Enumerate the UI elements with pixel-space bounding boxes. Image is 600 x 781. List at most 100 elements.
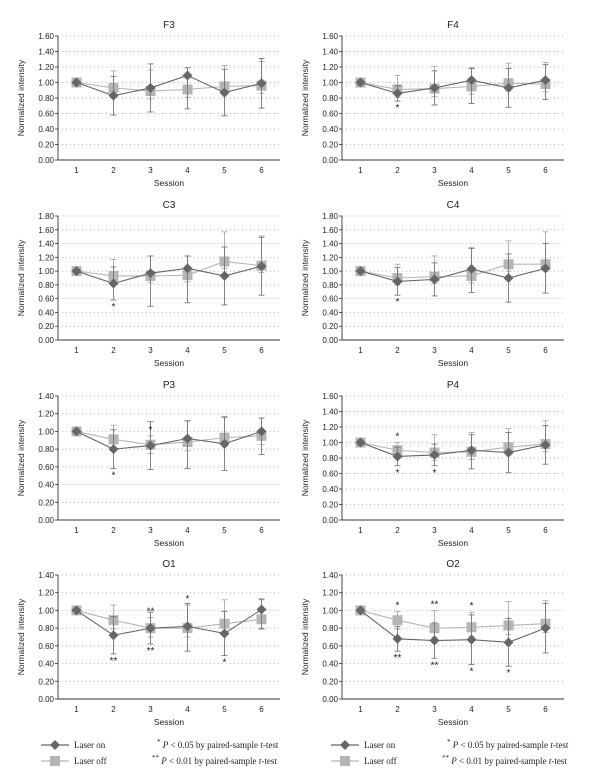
laser-on-point — [108, 278, 119, 289]
sig2-p: P — [451, 756, 457, 766]
y-tick-label: 1.40 — [322, 240, 338, 249]
laser-on-point — [355, 266, 366, 277]
laser-on-point — [392, 633, 403, 644]
laser-on-point — [429, 635, 440, 646]
sig2-mid: < 0.01 by paired-sample — [166, 756, 259, 766]
significance-marker: ** — [394, 653, 402, 664]
y-tick-label: 0.40 — [38, 481, 54, 490]
y-tick-label: 0.40 — [38, 308, 54, 317]
laser-on-point — [108, 630, 119, 641]
significance-marker: * — [396, 103, 400, 114]
y-tick-label: 0.80 — [38, 281, 54, 290]
laser-on-point — [219, 270, 230, 281]
x-tick-label: 4 — [185, 705, 190, 714]
y-tick-label: 0.20 — [322, 677, 338, 686]
panel-f4: F4 0.00 0.20 0.40 0.60 0.80 1.00 1.20 1.40 1.60 1 2… — [300, 20, 564, 188]
panel-title: F4 — [447, 20, 459, 31]
x-tick-label: 5 — [506, 705, 511, 714]
y-tick-label: 0.60 — [38, 642, 54, 651]
panel-f3: F3 0.00 0.20 0.40 0.60 0.80 1.00 1.20 1.40 1.60 1 2… — [16, 20, 280, 188]
y-tick-label: 1.20 — [322, 589, 338, 598]
y-axis-label: Normalized intensity — [16, 419, 26, 496]
y-tick-label: 0.80 — [38, 94, 54, 103]
x-axis-label: Session — [438, 358, 469, 368]
sig2-p: P — [161, 756, 167, 766]
x-tick-label: 1 — [74, 705, 79, 714]
y-tick-label: 1.00 — [38, 427, 54, 436]
panel-c4: C4 0.00 0.20 0.40 0.60 0.80 1.00 1.20 1.40 1.60 1.… — [300, 200, 564, 368]
y-tick-label: 0.80 — [322, 281, 338, 290]
laser-on-point — [466, 634, 477, 645]
significance-marker: * — [396, 468, 400, 479]
x-tick-label: 3 — [432, 166, 437, 175]
y-tick-label: 0.00 — [38, 516, 54, 525]
laser-on-point — [256, 426, 267, 437]
laser-on-point — [71, 605, 82, 616]
laser-on-point — [145, 623, 156, 634]
legend-sig-001: ** P < 0.01 by paired-sample t-test — [152, 754, 277, 766]
y-tick-label: 1.00 — [322, 439, 338, 448]
sig2-marks: ** — [152, 754, 159, 762]
y-tick-label: 1.00 — [322, 606, 338, 615]
laser-on-line — [76, 609, 262, 636]
laser-on-point — [71, 426, 82, 437]
laser-on-line — [76, 74, 262, 97]
y-tick-label: 1.40 — [322, 571, 338, 580]
x-tick-label: 3 — [432, 526, 437, 535]
laser-on-point — [392, 88, 403, 99]
y-axis-label: Normalized intensity — [16, 239, 26, 316]
panel-o1: O1 0.00 0.20 0.40 0.60 0.80 1.00 1.20 1.40 1 2 3 4 5 6… — [16, 559, 280, 727]
y-axis-label: Normalized intensity — [300, 419, 310, 496]
x-tick-label: 5 — [506, 526, 511, 535]
y-tick-label: 0.60 — [322, 295, 338, 304]
laser-on-point — [182, 621, 193, 632]
laser-on-point — [392, 451, 403, 462]
significance-marker: * — [396, 600, 400, 611]
laser-on-point — [392, 276, 403, 287]
x-tick-label: 4 — [469, 346, 474, 355]
x-tick-label: 5 — [222, 166, 227, 175]
y-tick-label: 1.40 — [38, 571, 54, 580]
x-tick-label: 2 — [111, 705, 116, 714]
y-tick-label: 1.00 — [322, 267, 338, 276]
y-tick-label: 0.00 — [322, 156, 338, 165]
y-tick-label: 0.20 — [322, 501, 338, 510]
y-tick-label: 1.80 — [38, 212, 54, 221]
x-axis-label: Session — [154, 538, 185, 548]
y-tick-label: 0.20 — [38, 322, 54, 331]
x-tick-label: 2 — [111, 166, 116, 175]
laser-on-line — [360, 609, 546, 643]
significance-marker: * — [396, 297, 400, 308]
y-tick-label: 1.60 — [322, 32, 338, 41]
x-tick-label: 6 — [543, 346, 548, 355]
significance-marker: * — [112, 471, 116, 482]
laser-off-line — [360, 81, 546, 91]
panel-p3: P3 0.00 0.20 0.40 0.60 0.80 1.00 1.20 1.40 1 2 3 4 5 6… — [16, 380, 280, 548]
laser-on-point — [145, 268, 156, 279]
y-axis-label: Normalized intensity — [300, 59, 310, 136]
legend-sig-005: * P < 0.05 by paired-sample t-test — [157, 738, 278, 750]
y-tick-label: 0.60 — [38, 110, 54, 119]
laser-on-point — [355, 437, 366, 448]
x-axis-label: Session — [154, 717, 185, 727]
laser-on-point — [466, 264, 477, 275]
laser-on-point — [540, 263, 551, 274]
x-tick-label: 4 — [185, 346, 190, 355]
panel-title: P4 — [447, 380, 460, 391]
x-tick-label: 5 — [222, 705, 227, 714]
laser-on-point — [219, 628, 230, 639]
x-tick-label: 6 — [259, 346, 264, 355]
significance-marker: * — [470, 601, 474, 612]
y-tick-label: 0.40 — [322, 660, 338, 669]
x-tick-label: 3 — [148, 166, 153, 175]
sig2-mid: < 0.01 by paired-sample — [456, 756, 549, 766]
laser-on-point — [182, 70, 193, 81]
significance-marker: ** — [110, 656, 118, 667]
x-tick-label: 6 — [259, 166, 264, 175]
y-tick-label: 1.80 — [322, 212, 338, 221]
significance-marker: ** — [147, 607, 155, 618]
y-tick-label: 0.00 — [322, 695, 338, 704]
laser-off-line — [76, 609, 262, 629]
significance-marker: * — [470, 666, 474, 677]
